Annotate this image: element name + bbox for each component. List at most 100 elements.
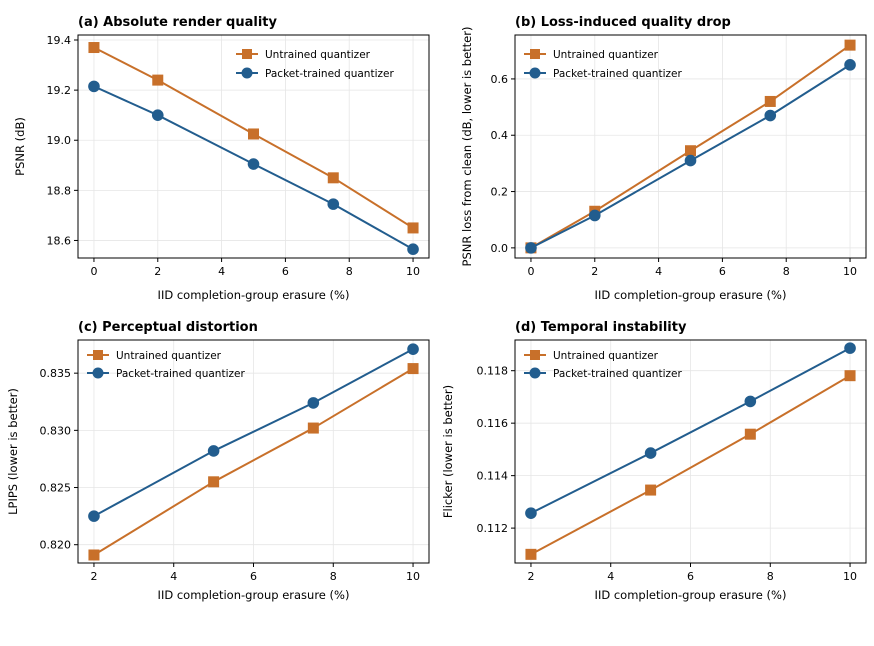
series-line-packet <box>93 348 414 517</box>
data-point-untrained <box>685 145 696 157</box>
data-point-packet <box>844 342 856 354</box>
data-point-packet <box>764 109 777 122</box>
data-point-packet <box>844 59 856 71</box>
panel-a-yticks: 18.6 18.8 19.0 19.2 19.4 <box>47 34 78 247</box>
x-tick-label: 6 <box>719 265 726 278</box>
data-point-untrained <box>744 428 756 440</box>
x-tick-label: 10 <box>843 265 857 278</box>
panel-c-xlabel: IID completion-group erasure (%) <box>158 588 350 602</box>
panel-a-frame <box>77 34 430 259</box>
x-tick-label: 4 <box>607 570 614 583</box>
x-tick-label: 2 <box>90 570 97 583</box>
legend-label-packet: Packet-trained quantizer <box>553 68 682 80</box>
y-tick-label: 18.6 <box>47 234 72 247</box>
data-point-packet <box>327 198 340 210</box>
panel-a-ylabel: PSNR (dB) <box>13 117 27 176</box>
x-tick-label: 6 <box>282 265 289 278</box>
panel-a-xticks: 0 2 4 6 8 10 <box>90 258 420 278</box>
data-point-untrained <box>764 95 776 107</box>
legend-marker-packet <box>241 67 253 79</box>
y-tick-label: 0.835 <box>40 367 72 380</box>
x-tick-label: 4 <box>218 265 225 278</box>
legend-marker-untrained <box>93 350 103 360</box>
x-tick-label: 2 <box>154 265 161 278</box>
x-tick-label: 0 <box>90 265 97 278</box>
data-point-untrained <box>88 549 100 561</box>
data-point-packet <box>525 242 537 254</box>
panel-b-plot <box>525 39 856 254</box>
data-point-packet <box>407 243 419 256</box>
x-tick-label: 10 <box>843 570 857 583</box>
data-point-packet <box>247 158 260 170</box>
x-tick-label: 10 <box>406 265 420 278</box>
data-point-packet <box>644 447 657 459</box>
x-tick-label: 6 <box>687 570 694 583</box>
y-tick-label: 0.112 <box>477 522 509 535</box>
x-tick-label: 10 <box>406 570 420 583</box>
data-point-packet <box>207 445 220 457</box>
legend-marker-packet <box>92 367 104 379</box>
data-point-untrained <box>525 548 537 560</box>
y-tick-label: 0.4 <box>491 129 509 142</box>
data-point-packet <box>684 154 697 167</box>
panel-a-plot <box>88 42 419 256</box>
panel-b-xlabel: IID completion-group erasure (%) <box>595 288 787 302</box>
series-line-untrained <box>530 374 851 556</box>
legend-marker-packet <box>529 367 541 379</box>
x-tick-label: 6 <box>250 570 257 583</box>
legend-label-packet: Packet-trained quantizer <box>553 368 682 380</box>
panel-d-yticks: 0.112 0.114 0.116 0.118 <box>477 365 515 535</box>
x-tick-label: 2 <box>527 570 534 583</box>
data-point-packet <box>407 343 419 355</box>
panel-c-xticks: 2 4 6 8 10 <box>90 563 420 583</box>
panel-d-xlabel: IID completion-group erasure (%) <box>595 588 787 602</box>
panel-c: 2 4 6 8 10 0.820 0.825 0.830 0.835 (c) Perceptu… <box>6 320 430 602</box>
legend-label-untrained: Untrained quantizer <box>265 49 371 61</box>
y-tick-label: 0.118 <box>477 365 509 378</box>
data-point-untrained <box>407 363 419 375</box>
panel-b-ylabel: PSNR loss from clean (dB, lower is bette… <box>460 27 474 267</box>
legend-marker-untrained <box>530 350 540 360</box>
y-tick-label: 0.6 <box>491 73 509 86</box>
legend-marker-untrained <box>530 49 540 59</box>
y-tick-label: 19.0 <box>47 134 72 147</box>
y-tick-label: 0.114 <box>477 470 509 483</box>
panel-c-ylabel: LPIPS (lower is better) <box>6 388 20 515</box>
y-tick-label: 0.825 <box>40 482 72 495</box>
panel-b-legend: Untrained quantizer Packet-trained quant… <box>524 49 682 80</box>
y-tick-label: 0.830 <box>40 424 72 437</box>
legend-marker-untrained <box>242 49 252 59</box>
panel-c-plot <box>88 343 419 561</box>
y-tick-label: 0.116 <box>477 417 509 430</box>
panel-d: 2 4 6 8 10 0.112 0.114 0.116 0.118 (d) Temporal… <box>441 320 867 602</box>
data-point-untrained <box>307 422 319 434</box>
y-tick-label: 0.820 <box>40 539 72 552</box>
panel-b-xticks: 0 2 4 6 8 10 <box>527 258 857 278</box>
x-tick-label: 8 <box>767 570 774 583</box>
panel-b: 0 2 4 6 8 10 0.0 0.2 0.4 0.6 (b) Loss-induced qu… <box>460 15 867 302</box>
panel-b-yticks: 0.0 0.2 0.4 0.6 <box>491 73 515 255</box>
data-point-packet <box>88 80 100 93</box>
legend-label-packet: Packet-trained quantizer <box>265 68 394 80</box>
x-tick-label: 2 <box>591 265 598 278</box>
data-point-untrained <box>407 222 419 234</box>
panel-c-yticks: 0.820 0.825 0.830 0.835 <box>40 367 78 552</box>
panel-c-legend: Untrained quantizer Packet-trained quant… <box>87 350 245 380</box>
legend-label-untrained: Untrained quantizer <box>553 49 659 61</box>
panel-c-title: (c) Perceptual distortion <box>78 320 258 335</box>
data-point-untrained <box>844 39 856 51</box>
panel-a-legend: Untrained quantizer Packet-trained quant… <box>236 49 394 80</box>
data-point-packet <box>307 397 320 409</box>
y-tick-label: 19.4 <box>47 34 72 47</box>
data-point-untrained <box>844 370 856 382</box>
y-tick-label: 0.2 <box>491 186 509 199</box>
legend-marker-packet <box>529 67 541 79</box>
data-point-packet <box>744 395 757 408</box>
y-tick-label: 19.2 <box>47 84 72 97</box>
data-point-untrained <box>248 128 259 140</box>
series-line-untrained <box>93 367 414 556</box>
panel-b-frame <box>514 34 867 259</box>
y-tick-label: 0.0 <box>491 242 509 255</box>
legend-label-packet: Packet-trained quantizer <box>116 368 245 380</box>
